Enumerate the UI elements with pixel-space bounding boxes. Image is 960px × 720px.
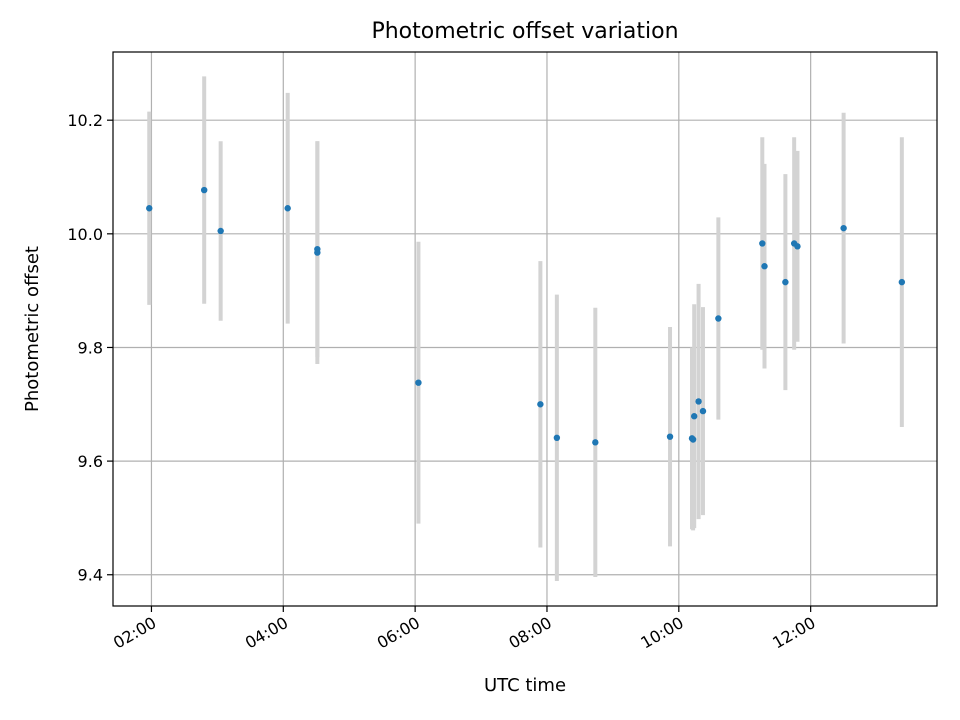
- data-point: [759, 240, 766, 247]
- data-point: [217, 227, 224, 235]
- chart-title: Photometric offset variation: [371, 19, 678, 44]
- data-point: [699, 407, 707, 415]
- y-tick-label: 9.6: [78, 452, 103, 471]
- data-point: [794, 243, 801, 250]
- y-tick-label: 9.4: [78, 566, 103, 585]
- data-point: [761, 263, 768, 270]
- y-tick-label: 9.8: [78, 338, 103, 357]
- grid: [113, 52, 937, 606]
- y-axis-label: Photometric offset: [22, 246, 43, 412]
- data-point: [415, 379, 422, 386]
- y-tick-label: 10.0: [67, 225, 103, 244]
- data-point: [314, 249, 321, 256]
- data-point: [146, 205, 153, 212]
- data-points: [146, 186, 906, 446]
- y-tick-label: 10.2: [67, 111, 103, 130]
- x-axis-label: UTC time: [484, 675, 566, 696]
- data-point: [284, 205, 291, 212]
- data-point: [689, 436, 697, 443]
- data-point: [690, 413, 698, 420]
- data-point: [553, 434, 561, 442]
- data-point: [782, 278, 789, 286]
- data-point: [537, 401, 544, 408]
- data-point: [695, 398, 702, 405]
- data-point: [898, 278, 906, 286]
- data-point: [592, 439, 599, 446]
- data-point: [666, 433, 674, 440]
- data-point: [200, 186, 208, 194]
- plot-frame: [112, 51, 938, 607]
- data-point: [715, 315, 722, 322]
- data-point: [840, 224, 847, 232]
